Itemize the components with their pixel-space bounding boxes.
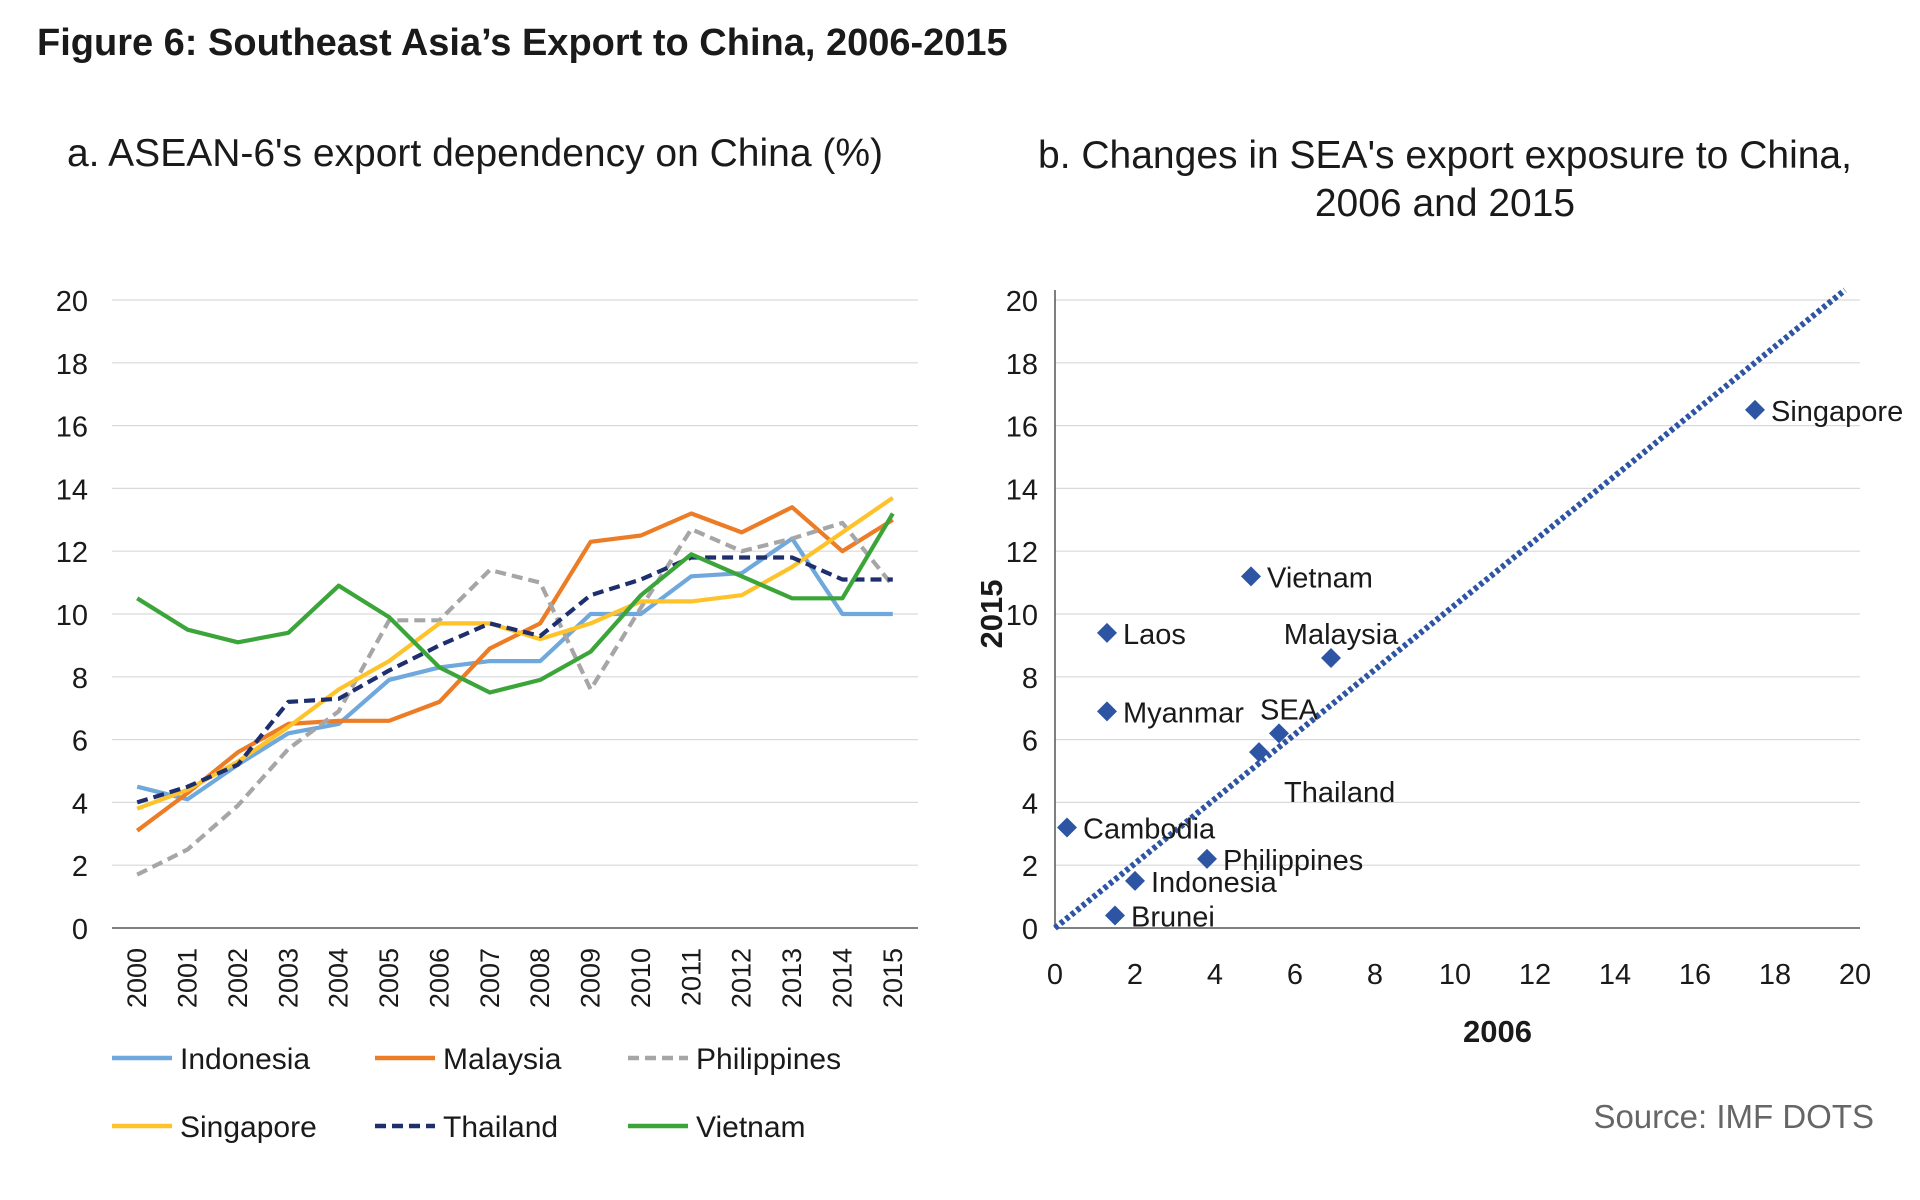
source-note: Source: IMF DOTS [1593, 1098, 1874, 1135]
scatter-marker-singapore [1745, 399, 1765, 420]
legend-label-vietnam: Vietnam [696, 1111, 806, 1144]
chart-b-scatter-chart: 0 2 4 6 8 10 12 14 16 18 20 0 2 4 6 8 10 12 14 16 18 20 2006 20… [974, 286, 1903, 1049]
scatter-label-thailand: Thailand [1284, 777, 1395, 809]
y-tick-label: 12 [1006, 537, 1038, 569]
scatter-marker-philippines [1197, 848, 1217, 869]
x-tick-label: 2011 [676, 948, 706, 1006]
x-tick-label: 2014 [827, 948, 857, 1008]
x-tick-label: 2004 [324, 948, 354, 1008]
x-tick-label: 18 [1759, 959, 1791, 991]
x-tick-label: 2001 [173, 948, 203, 1008]
x-axis-title: 2006 [1463, 1014, 1532, 1049]
y-tick-label: 2 [1022, 851, 1038, 883]
scatter-label-cambodia: Cambodia [1083, 814, 1216, 846]
y-tick-label: 2 [72, 851, 88, 883]
legend-label-indonesia: Indonesia [180, 1043, 310, 1076]
chart-b-title: b. Changes in SEA's export exposure to C… [1010, 132, 1880, 228]
y-tick-label: 20 [1006, 286, 1038, 318]
y-tick-label: 4 [72, 788, 88, 820]
x-tick-label: 14 [1599, 959, 1631, 991]
legend-label-singapore: Singapore [180, 1111, 317, 1144]
x-tick-label: 8 [1367, 959, 1383, 991]
x-tick-label: 2003 [273, 948, 303, 1008]
chart-b-title-line1: b. Changes in SEA's export exposure to C… [1038, 134, 1852, 177]
figure-title: Figure 6: Southeast Asia’s Export to Chi… [37, 22, 1008, 64]
x-tick-label: 2008 [525, 948, 555, 1008]
x-tick-label: 2012 [727, 948, 757, 1008]
scatter-marker-indonesia [1125, 870, 1145, 891]
scatter-marker-thailand [1249, 742, 1269, 763]
scatter-marker-laos [1097, 622, 1117, 643]
scatter-label-brunei: Brunei [1131, 901, 1215, 933]
y-tick-label: 20 [56, 286, 88, 318]
scatter-marker-brunei [1105, 905, 1125, 926]
x-tick-label: 20 [1839, 959, 1871, 991]
y-tick-label: 6 [72, 726, 88, 758]
x-tick-label: 2 [1127, 959, 1143, 991]
y-tick-label: 18 [1006, 349, 1038, 381]
series-line-thailand [136, 555, 893, 805]
series-line-malaysia [135, 505, 894, 833]
scatter-marker-malaysia [1321, 647, 1341, 668]
x-tick-label: 2005 [374, 948, 404, 1008]
x-tick-label: 2000 [122, 948, 152, 1008]
scatter-marker-sea [1269, 723, 1289, 744]
x-tick-label: 2007 [475, 948, 505, 1008]
scatter-label-singapore: Singapore [1771, 396, 1903, 428]
x-tick-label: 12 [1519, 959, 1551, 991]
y-tick-label: 0 [72, 914, 88, 946]
x-tick-label: 2006 [424, 948, 454, 1008]
series-line-philippines [136, 520, 895, 877]
legend-label-philippines: Philippines [696, 1043, 841, 1076]
scatter-label-sea: SEA [1260, 694, 1319, 726]
scatter-marker-myanmar [1097, 701, 1117, 722]
y-tick-label: 14 [1006, 474, 1038, 506]
x-tick-label: 6 [1287, 959, 1303, 991]
y-tick-label: 4 [1022, 788, 1038, 820]
y-tick-label: 16 [1006, 412, 1038, 444]
x-tick-label: 16 [1679, 959, 1711, 991]
x-tick-label: 2013 [777, 948, 807, 1008]
x-tick-label: 10 [1439, 959, 1471, 991]
legend-label-malaysia: Malaysia [443, 1043, 562, 1076]
scatter-marker-cambodia [1057, 817, 1077, 838]
y-tick-label: 16 [56, 412, 88, 444]
y-tick-label: 10 [1006, 600, 1038, 632]
x-tick-label: 2009 [576, 948, 606, 1008]
scatter-label-myanmar: Myanmar [1123, 697, 1244, 729]
chart-b-title-line2: 2006 and 2015 [1314, 182, 1576, 225]
y-tick-label: 12 [56, 537, 88, 569]
scatter-label-vietnam: Vietnam [1267, 562, 1373, 594]
scatter-label-laos: Laos [1123, 619, 1186, 651]
series-line-vietnam [136, 512, 895, 695]
scatter-label-indonesia: Indonesia [1151, 867, 1278, 899]
x-tick-label: 2010 [626, 948, 656, 1008]
x-tick-label: 2015 [878, 948, 908, 1008]
x-tick-label: 2002 [223, 948, 253, 1008]
y-tick-label: 6 [1022, 726, 1038, 758]
y-tick-label: 0 [1022, 914, 1038, 946]
y-tick-label: 14 [56, 474, 88, 506]
y-axis-title: 2015 [974, 580, 1009, 649]
y-tick-label: 8 [1022, 663, 1038, 695]
scatter-label-malaysia: Malaysia [1284, 619, 1399, 651]
y-tick-label: 18 [56, 349, 88, 381]
series-line-singapore [136, 496, 894, 811]
y-tick-label: 10 [56, 600, 88, 632]
x-tick-label: 0 [1047, 959, 1063, 991]
x-tick-label: 4 [1207, 959, 1223, 991]
reference-line-45deg [1053, 287, 1847, 931]
scatter-label-philippines: Philippines [1223, 845, 1363, 877]
scatter-marker-vietnam [1241, 566, 1261, 587]
chart-a-title: a. ASEAN-6's export dependency on China … [66, 132, 884, 175]
legend-label-thailand: Thailand [443, 1111, 558, 1144]
chart-a-line-chart: 0 2 4 6 8 10 12 14 16 18 20 2000 2001 2002 2003 2004 200… [56, 286, 918, 1144]
y-tick-label: 8 [72, 663, 88, 695]
